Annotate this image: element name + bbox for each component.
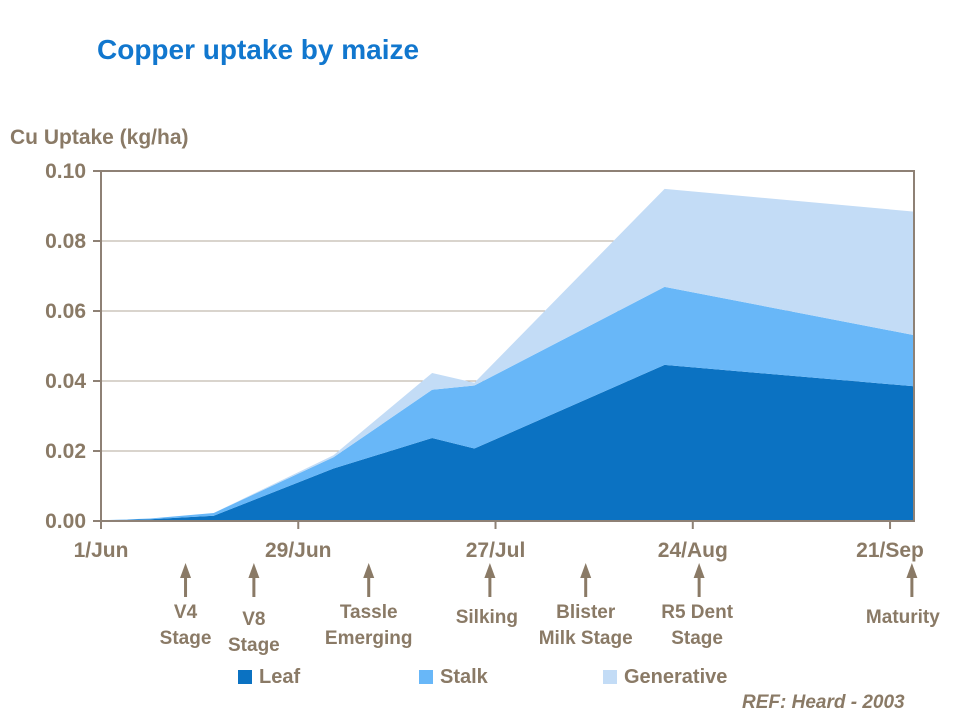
legend-item-leaf: Leaf <box>238 666 300 688</box>
stage-label: R5 Dent Stage <box>661 602 734 649</box>
legend-item-stalk: Stalk <box>419 666 488 688</box>
stage-arrowhead-icon <box>180 563 192 578</box>
x-tick-label: 1/Jun <box>73 539 129 562</box>
area-stalk <box>101 286 914 521</box>
x-tick-label: 21/Sep <box>856 539 924 562</box>
x-tick-label: 27/Jul <box>465 539 526 562</box>
y-tick-label: 0.02 <box>45 440 86 463</box>
stage-label: V4 Stage <box>159 602 212 649</box>
stage-label: Blister Milk Stage <box>538 602 633 649</box>
legend-label-generative: Generative <box>624 666 728 688</box>
area-leaf <box>101 364 914 521</box>
area-generative <box>101 188 914 521</box>
stage-arrowhead-icon <box>248 563 260 578</box>
stage-label: Silking <box>455 607 519 628</box>
stage-label: Tassle Emerging <box>324 602 413 649</box>
chart-title: Copper uptake by maize <box>97 34 420 65</box>
legend-label-stalk: Stalk <box>440 666 488 688</box>
y-tick-label: 0.00 <box>45 510 86 533</box>
leaf-swatch-icon <box>238 670 252 684</box>
reference-citation: REF: Heard - 2003 <box>742 692 905 713</box>
generative-swatch-icon <box>603 670 617 684</box>
stage-arrowhead-icon <box>580 563 592 578</box>
y-tick-label: 0.08 <box>45 230 86 253</box>
x-tick-label: 29/Jun <box>264 539 332 562</box>
stalk-swatch-icon <box>419 670 433 684</box>
stage-arrowhead-icon <box>906 563 918 578</box>
y-tick-label: 0.04 <box>45 370 86 393</box>
y-tick-label: 0.06 <box>45 300 86 323</box>
chart-legend: Leaf Stalk Generative <box>0 666 960 690</box>
plot-frame <box>100 170 915 522</box>
legend-item-generative: Generative <box>603 666 727 688</box>
stage-arrowhead-icon <box>363 563 375 578</box>
legend-label-leaf: Leaf <box>259 666 301 688</box>
x-tick-label: 24/Aug <box>657 539 728 562</box>
stage-label: V8 Stage <box>228 609 280 656</box>
y-axis-title: Cu Uptake (kg/ha) <box>10 126 189 149</box>
y-tick-label: 0.10 <box>45 160 86 183</box>
stage-arrowhead-icon <box>484 563 496 578</box>
stage-label: Maturity <box>865 607 940 628</box>
stage-arrowhead-icon <box>693 563 705 578</box>
